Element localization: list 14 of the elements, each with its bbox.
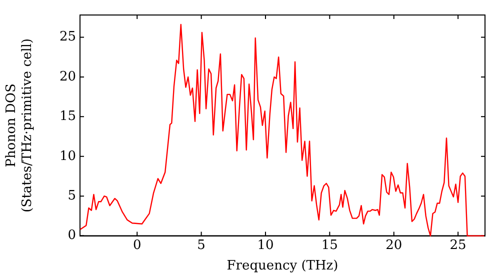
x-tick-label: 15 bbox=[321, 238, 338, 253]
x-tick-label: 10 bbox=[257, 238, 274, 253]
x-tick-label: 0 bbox=[132, 238, 142, 253]
y-tick-label: 15 bbox=[59, 109, 76, 124]
y-tick-label: 20 bbox=[59, 69, 76, 84]
x-tick-label: 25 bbox=[450, 238, 466, 253]
y-tick-label: 10 bbox=[59, 148, 76, 164]
y-tick-label: 5 bbox=[68, 188, 76, 204]
x-axis-title: Frequency (THz) bbox=[226, 258, 338, 274]
y-tick-label: 25 bbox=[59, 30, 76, 45]
x-tick-label: 20 bbox=[386, 238, 402, 253]
x-tick-label: 5 bbox=[197, 238, 206, 253]
y-tick-label: 0 bbox=[68, 228, 76, 244]
y-axis-title: Phonon DOS (States/THz·primitive cell) bbox=[4, 38, 35, 212]
